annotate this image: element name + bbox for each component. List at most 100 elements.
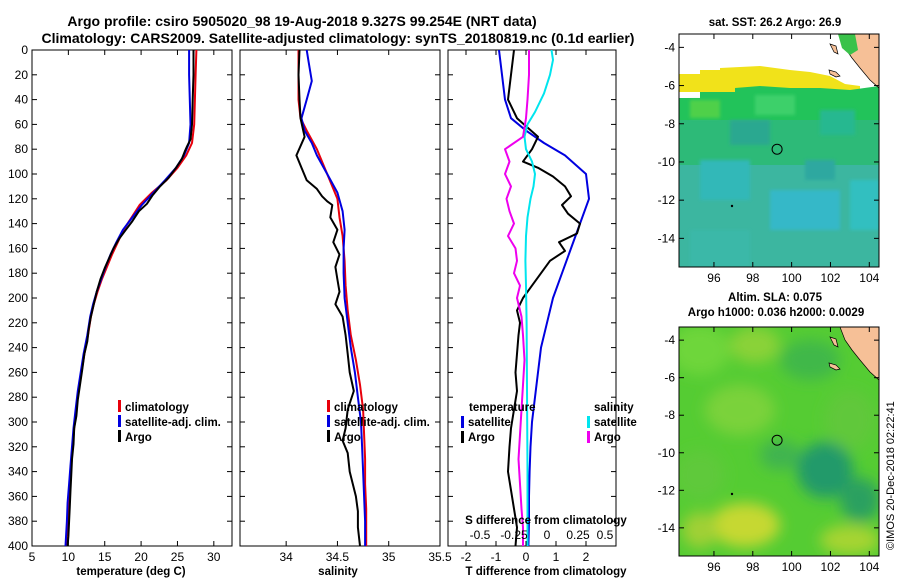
- series-line-satellite-adj-clim-: [64, 50, 192, 546]
- map-lon-label: 98: [746, 560, 760, 574]
- x-tick-label: 1: [553, 550, 560, 564]
- map-lat-label: -4: [664, 333, 675, 347]
- series-line-argo: [66, 50, 195, 546]
- sst-patch-3: [820, 110, 855, 135]
- x-tick-label: -2: [461, 550, 472, 564]
- legend-label-s-argo: Argo: [594, 432, 621, 444]
- legend-salinity-header: salinity: [594, 402, 634, 414]
- salinity-series: [295, 50, 368, 546]
- top-tick-050: 0.5: [597, 528, 614, 542]
- x-tick-label: 35: [382, 550, 396, 564]
- series-line-salinity-argo: [504, 50, 530, 546]
- x-tick-label: 0: [523, 550, 530, 564]
- map-lon-label: 104: [859, 560, 879, 574]
- legend-label-argo: Argo: [125, 432, 152, 444]
- sla-blob-9: [840, 478, 879, 522]
- legend-swatch-climatology-2: [327, 400, 330, 412]
- sla-blob-1: [679, 327, 730, 375]
- sst-yellow-band: [679, 66, 860, 92]
- depth-tick-label: 40: [15, 93, 29, 107]
- sla-blob-11: [820, 525, 879, 555]
- depth-tick-label: 300: [8, 415, 28, 429]
- sla-blob-8: [760, 440, 800, 470]
- sla-blob-7: [797, 442, 853, 498]
- map-lon-label: 104: [859, 271, 879, 285]
- salinity-x-ticks: 34 34.5 35 35.5: [279, 50, 452, 564]
- sst-coast-detail: [829, 43, 839, 55]
- temperature-series: [64, 50, 198, 546]
- legend-temperature-header: temperature: [469, 402, 535, 414]
- sla-small-island: [730, 492, 734, 496]
- salinity-legend: climatology satellite-adj. clim. Argo: [327, 400, 430, 444]
- sla-blob-10: [710, 503, 780, 547]
- sla-blob-3: [780, 340, 840, 380]
- title-line2: Climatology: CARS2009. Satellite-adjuste…: [42, 30, 635, 46]
- depth-tick-label: 180: [8, 266, 28, 280]
- sst-green-coast-patch: [838, 34, 858, 55]
- sla-argo-marker: [771, 434, 783, 446]
- difference-legend: temperature satellite Argo salinity sate…: [461, 402, 637, 444]
- legend-swatch-t-argo: [461, 431, 464, 443]
- sst-map-title: sat. SST: 26.2 Argo: 26.9: [709, 17, 842, 29]
- difference-x-ticks: -2 -1 0 1 2: [461, 50, 590, 564]
- map-lat-label: -10: [658, 155, 676, 169]
- depth-tick-label: 360: [8, 489, 28, 503]
- series-line-temperature-argo: [507, 50, 581, 546]
- map-lon-label: 96: [707, 271, 721, 285]
- x-tick-label: 35.5: [428, 550, 452, 564]
- depth-tick-label: 120: [8, 192, 28, 206]
- legend-swatch-s-satellite: [587, 416, 590, 428]
- depth-tick-label: 320: [8, 440, 28, 454]
- sst-small-island: [730, 204, 734, 208]
- difference-top-ticks: -0.5 -0.25 0 0.25 0.5: [470, 528, 614, 542]
- title-line1: Argo profile: csiro 5905020_98 19-Aug-20…: [67, 13, 536, 29]
- depth-tick-label: 60: [15, 117, 29, 131]
- map-lat-label: -12: [658, 483, 676, 497]
- map-lon-label: 98: [746, 271, 760, 285]
- difference-top-label: S difference from climatology: [465, 515, 627, 527]
- legend-swatch-climatology: [118, 400, 121, 412]
- difference-series: [498, 50, 590, 546]
- sst-map-frame: [678, 33, 880, 268]
- x-tick-label: 15: [98, 550, 112, 564]
- map-lat-label: -8: [664, 117, 675, 131]
- x-tick-label: 5: [29, 550, 36, 564]
- difference-xlabel: T difference from climatology: [465, 566, 627, 578]
- sla-map-title: Altim. SLA: 0.075: [728, 292, 823, 304]
- legend-label-t-argo: Argo: [468, 432, 495, 444]
- temperature-xlabel: temperature (deg C): [76, 566, 185, 578]
- depth-tick-label: 400: [8, 539, 28, 553]
- sst-patch-9: [805, 160, 835, 180]
- legend-label-s-satellite: satellite: [594, 417, 637, 429]
- depth-tick-label: 220: [8, 316, 28, 330]
- map-lat-label: -10: [658, 446, 676, 460]
- x-tick-label: -1: [491, 550, 502, 564]
- salinity-y-ticks: [240, 49, 440, 547]
- x-tick-label: 25: [171, 550, 185, 564]
- legend-label-argo-2: Argo: [334, 432, 361, 444]
- difference-plot-frame: [447, 49, 617, 547]
- map-lat-label: -6: [664, 79, 675, 93]
- map-lat-label: -12: [658, 193, 676, 207]
- x-tick-label: 2: [583, 550, 590, 564]
- top-tick-m025: -0.25: [500, 528, 528, 542]
- depth-tick-label: 280: [8, 390, 28, 404]
- depth-tick-label: 100: [8, 167, 28, 181]
- legend-label-climatology: climatology: [125, 402, 190, 414]
- credit-text: ©IMOS 20-Dec-2018 02:22:41: [885, 401, 897, 550]
- map-lon-label: 100: [782, 271, 802, 285]
- sst-patch-8: [730, 120, 770, 145]
- sla-map-field: [679, 327, 879, 556]
- salinity-panel: 34 34.5 35 35.5 salinity climatology satell…: [239, 49, 452, 578]
- depth-tick-label: 200: [8, 291, 28, 305]
- sst-patch-1: [690, 100, 720, 118]
- sst-patches: [690, 95, 879, 267]
- map-lon-label: 100: [782, 560, 802, 574]
- series-line-temperature-satellite: [498, 50, 590, 546]
- sla-map-ticks: 96 98 100 102 104 -4 -6 -8 -10 -12 -14: [658, 327, 880, 574]
- map-lon-label: 96: [707, 560, 721, 574]
- difference-panel: -2 -1 0 1 2 T difference from climatology S …: [447, 49, 637, 578]
- sst-patch-5: [770, 190, 840, 230]
- sst-land-island: [828, 69, 841, 78]
- sla-blob-6: [679, 450, 725, 500]
